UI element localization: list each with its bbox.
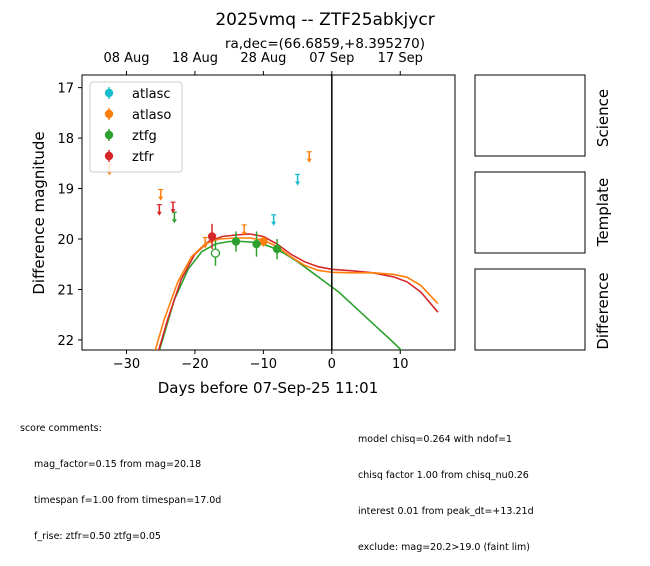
legend-entry: ztfg [104,129,157,144]
legend: atlasc atlaso ztfg ztfr [89,81,183,173]
data-point [207,223,217,250]
data-point [252,231,261,257]
model-comment-line: chisq factor 1.00 from chisq_nu0.26 [358,470,529,481]
side-panels: Science Template Difference [474,74,612,351]
y-tick-label: 21 [57,283,74,298]
axes: −30 −20 −10 0 10 08 Aug 18 Aug 28 Aug 07 Sep 17 S… [57,51,422,372]
model-comment-line: model chisq=0.264 with ndof=1 [358,434,513,445]
y-tick-label: 20 [57,233,74,248]
limit-arrow [158,196,164,201]
open-point-marker [210,248,221,258]
score-comment-line: mag_factor=0.15 from mag=20.18 [34,459,202,470]
upper-limit-marker [295,173,301,186]
point-marker [259,237,268,246]
science-label: Science [594,89,612,147]
x-tick-label: 0 [328,357,336,372]
legend-box [89,81,183,173]
data-point [259,236,268,247]
model-curve-atlaso-model [154,237,439,350]
limit-arrow [241,231,247,236]
upper-limit-marker [241,224,247,236]
model-comments: model chisq=0.264 with ndof=1 chisq fact… [358,410,534,566]
legend-label: atlasc [132,87,171,102]
legend-marker [104,88,114,98]
template-panel [474,171,586,254]
upper-limit-marker [306,151,312,163]
template-label: Template [594,178,612,247]
model-curve-ztfg [158,240,403,350]
model-comment-line: interest 0.01 from peak_dt=+13.21d [358,506,534,517]
upper-limit-marker [271,214,277,226]
x-axis-label: Days before 07-Sep-25 11:01 [158,379,379,397]
upper-limit-marker [158,188,164,201]
y-tick-label: 18 [57,132,74,147]
difference-panel [474,268,586,351]
upper-limit-marker [202,236,208,249]
x-tick-label: −30 [113,357,140,372]
legend-entry: atlaso [104,108,171,123]
limit-arrow [271,221,277,226]
legend-entry: atlasc [104,87,171,102]
legend-label: atlaso [132,108,171,123]
model-curve-ztfr [157,233,439,350]
x-tick-label: 10 [392,357,409,372]
point-marker [231,237,241,246]
limit-arrow [306,158,312,163]
point-marker [207,232,217,241]
data-point-open [210,240,221,266]
point-marker [272,244,282,254]
legend-marker [104,151,114,161]
data-point [231,231,241,252]
point-marker [252,239,261,249]
limit-arrow [171,219,177,224]
figure-title: 2025vmq -- ZTF25abkjycr [215,10,434,30]
science-panel [474,74,586,157]
limit-arrow [295,181,301,186]
model-comment-line: exclude: mag=20.2>19.0 (faint lim) [358,542,530,553]
score-comment-line: timespan f=1.00 from timespan=17.0d [34,495,222,506]
legend-label: ztfg [132,129,157,144]
top-tick-label: 18 Aug [172,51,218,66]
y-tick-label: 17 [57,82,74,97]
limit-arrow [156,211,162,216]
upper-limit-marker [170,201,176,214]
score-comments-heading: score comments: [20,423,102,434]
upper-limit-marker [156,204,162,216]
legend-marker [104,109,114,119]
model-curves [154,233,439,350]
figure-subtitle: ra,dec=(66.6859,+8.395270) [225,36,425,52]
top-tick-label: 28 Aug [240,51,286,66]
difference-label: Difference [594,272,612,349]
legend-label: ztfr [132,150,154,165]
top-tick-label: 07 Sep [309,51,354,66]
limit-arrow [170,209,176,214]
legend-marker [104,130,114,140]
upper-limit-marker [171,211,177,224]
y-axis-label: Difference magnitude [30,131,48,294]
top-tick-label: 17 Sep [378,51,423,66]
x-tick-label: −10 [250,357,277,372]
x-tick-label: −20 [181,357,208,372]
limit-arrow [202,244,208,249]
y-tick-label: 19 [57,183,74,198]
legend-entry: ztfr [104,150,154,165]
top-tick-label: 08 Aug [103,51,149,66]
score-comments: score comments: mag_factor=0.15 from mag… [20,399,221,555]
score-comment-line: f_rise: ztfr=0.50 ztfg=0.05 [34,531,161,542]
data-point [272,238,282,260]
plot-frame [81,74,456,351]
y-tick-label: 22 [57,334,74,349]
